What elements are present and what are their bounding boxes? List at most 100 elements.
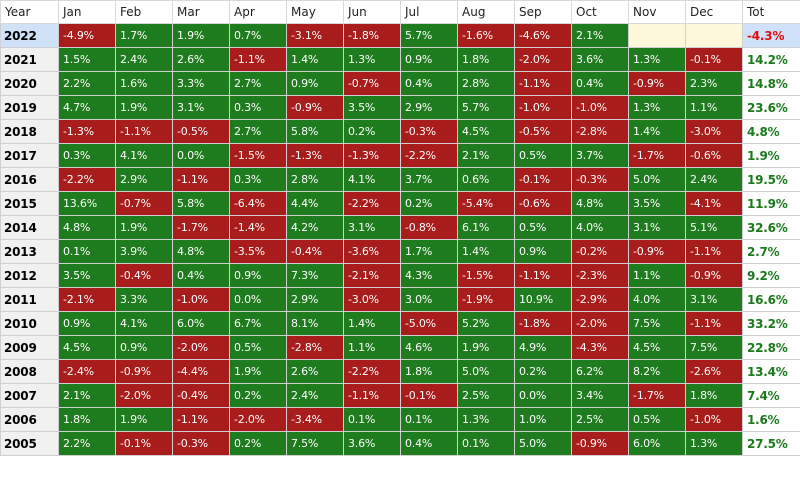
month-return-cell[interactable]: -1.1% [172,167,230,192]
column-header-jan[interactable]: Jan [58,0,116,24]
total-cell[interactable]: 33.2% [742,311,800,336]
month-return-cell[interactable]: -2.2% [343,191,401,216]
month-return-cell[interactable]: -2.9% [571,287,629,312]
month-return-cell[interactable]: 0.5% [628,407,686,432]
month-return-cell[interactable]: -1.1% [229,47,287,72]
month-return-cell[interactable]: 4.0% [628,287,686,312]
month-return-cell[interactable]: 3.1% [172,95,230,120]
total-cell[interactable]: 1.9% [742,143,800,168]
month-return-cell[interactable]: 5.0% [628,167,686,192]
month-return-cell[interactable]: -2.1% [343,263,401,288]
month-return-cell[interactable]: -3.0% [685,119,743,144]
month-return-cell[interactable]: 1.9% [172,23,230,48]
month-return-cell[interactable]: 3.3% [115,287,173,312]
year-cell[interactable]: 2016 [0,167,59,192]
month-return-cell[interactable]: 2.2% [58,71,116,96]
month-return-cell[interactable]: 2.5% [571,407,629,432]
month-return-cell[interactable]: 0.0% [514,383,572,408]
month-return-cell[interactable]: -3.5% [229,239,287,264]
month-return-cell[interactable]: 1.1% [628,263,686,288]
month-return-cell[interactable]: -2.0% [172,335,230,360]
month-return-cell[interactable]: 2.7% [229,119,287,144]
month-return-cell[interactable]: 0.1% [58,239,116,264]
month-return-cell[interactable]: -4.4% [172,359,230,384]
month-return-cell[interactable]: 1.4% [286,47,344,72]
month-return-cell[interactable]: -2.0% [514,47,572,72]
table-row[interactable]: 2006 1.8% 1.9% -1.1% -2.0% -3.4% 0.1% 0.1% 1.3% 1… [0,407,800,432]
year-cell[interactable]: 2011 [0,287,59,312]
total-cell[interactable]: 13.4% [742,359,800,384]
month-return-cell[interactable]: 3.6% [343,431,401,456]
month-return-cell[interactable]: -0.2% [571,239,629,264]
month-return-cell[interactable]: -1.1% [115,119,173,144]
month-return-cell[interactable]: 5.2% [457,311,515,336]
month-return-cell[interactable]: -0.4% [172,383,230,408]
month-return-cell[interactable]: 3.6% [571,47,629,72]
total-cell[interactable]: 11.9% [742,191,800,216]
month-return-cell[interactable]: -3.1% [286,23,344,48]
year-cell[interactable]: 2005 [0,431,59,456]
column-header-tot[interactable]: Tot [742,0,800,24]
month-return-cell[interactable]: -4.3% [571,335,629,360]
month-return-cell[interactable]: 4.1% [343,167,401,192]
month-return-cell[interactable]: -0.9% [286,95,344,120]
month-return-cell[interactable] [685,23,743,48]
month-return-cell[interactable]: 2.6% [172,47,230,72]
month-return-cell[interactable]: 0.9% [229,263,287,288]
total-cell[interactable]: 9.2% [742,263,800,288]
month-return-cell[interactable]: 0.4% [571,71,629,96]
month-return-cell[interactable]: 7.5% [685,335,743,360]
month-return-cell[interactable]: 2.9% [286,287,344,312]
month-return-cell[interactable]: 4.8% [58,215,116,240]
month-return-cell[interactable]: -1.1% [514,263,572,288]
total-cell[interactable]: 1.6% [742,407,800,432]
table-row[interactable]: 2019 4.7% 1.9% 3.1% 0.3% -0.9% 3.5% 2.9% 5.7% -1.… [0,95,800,120]
table-row[interactable]: 2012 3.5% -0.4% 0.4% 0.9% 7.3% -2.1% 4.3% -1.5% -… [0,263,800,288]
month-return-cell[interactable]: 5.7% [457,95,515,120]
month-return-cell[interactable]: -0.7% [343,71,401,96]
month-return-cell[interactable]: 0.5% [229,335,287,360]
month-return-cell[interactable]: 1.9% [457,335,515,360]
month-return-cell[interactable]: 4.1% [115,143,173,168]
month-return-cell[interactable]: 3.7% [571,143,629,168]
total-cell[interactable]: 27.5% [742,431,800,456]
month-return-cell[interactable]: 0.3% [58,143,116,168]
month-return-cell[interactable]: 1.9% [115,95,173,120]
month-return-cell[interactable]: 4.8% [172,239,230,264]
month-return-cell[interactable]: 2.8% [286,167,344,192]
column-header-sep[interactable]: Sep [514,0,572,24]
month-return-cell[interactable]: -2.1% [58,287,116,312]
month-return-cell[interactable]: -4.9% [58,23,116,48]
month-return-cell[interactable]: -1.3% [286,143,344,168]
month-return-cell[interactable]: -3.0% [343,287,401,312]
table-row[interactable]: 2022 -4.9% 1.7% 1.9% 0.7% -3.1% -1.8% 5.7% -1.6%… [0,23,800,48]
year-cell[interactable]: 2012 [0,263,59,288]
total-cell[interactable]: 22.8% [742,335,800,360]
month-return-cell[interactable]: 4.7% [58,95,116,120]
month-return-cell[interactable]: 0.7% [229,23,287,48]
month-return-cell[interactable]: 3.1% [628,215,686,240]
month-return-cell[interactable]: 4.5% [58,335,116,360]
year-cell[interactable]: 2014 [0,215,59,240]
column-header-may[interactable]: May [286,0,344,24]
month-return-cell[interactable]: 1.1% [343,335,401,360]
column-header-dec[interactable]: Dec [685,0,743,24]
column-header-oct[interactable]: Oct [571,0,629,24]
month-return-cell[interactable]: 0.2% [229,383,287,408]
month-return-cell[interactable]: -0.8% [400,215,458,240]
month-return-cell[interactable]: -2.2% [58,167,116,192]
month-return-cell[interactable]: 4.5% [457,119,515,144]
month-return-cell[interactable]: 1.6% [115,71,173,96]
month-return-cell[interactable]: -3.4% [286,407,344,432]
total-cell[interactable]: 19.5% [742,167,800,192]
month-return-cell[interactable]: -1.4% [229,215,287,240]
month-return-cell[interactable]: 0.0% [229,287,287,312]
month-return-cell[interactable]: -1.0% [685,407,743,432]
month-return-cell[interactable]: 3.5% [628,191,686,216]
month-return-cell[interactable]: 2.6% [286,359,344,384]
month-return-cell[interactable]: 4.3% [400,263,458,288]
month-return-cell[interactable]: 2.9% [115,167,173,192]
table-row[interactable]: 2017 0.3% 4.1% 0.0% -1.5% -1.3% -1.3% -2.2% 2.1%… [0,143,800,168]
column-header-aug[interactable]: Aug [457,0,515,24]
